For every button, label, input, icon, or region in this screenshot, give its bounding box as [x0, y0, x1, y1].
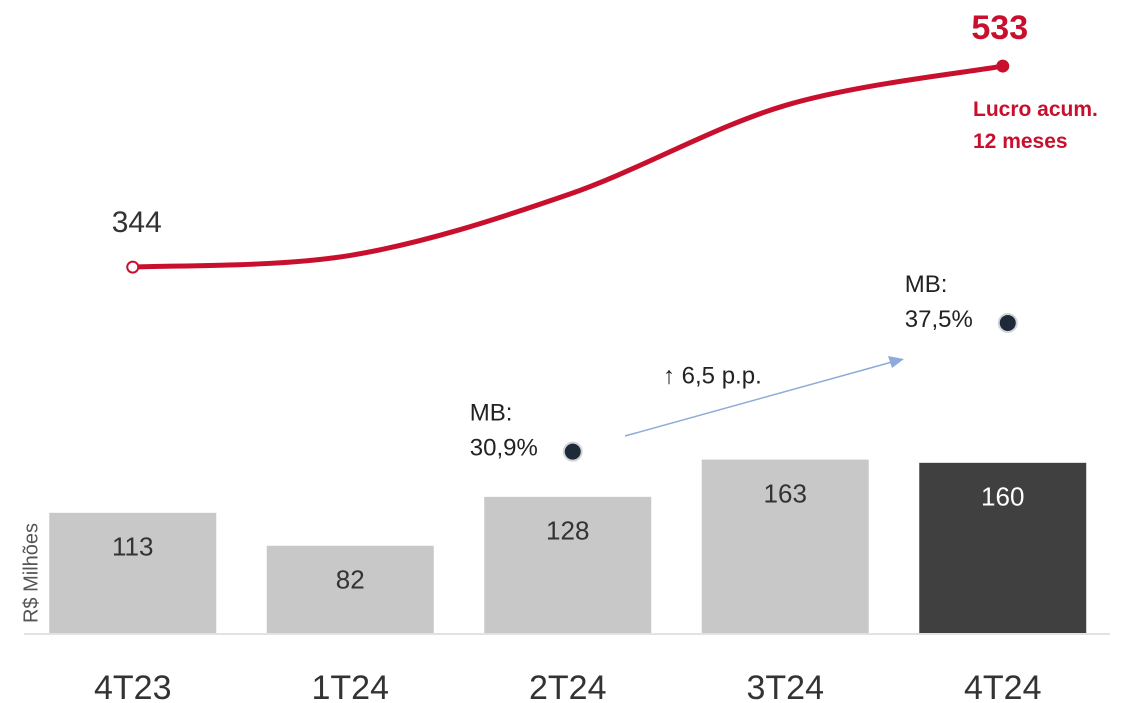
trend-arrow-head [888, 356, 904, 368]
bar [266, 545, 434, 633]
line [130, 63, 1006, 270]
bar-value-label: 163 [764, 479, 807, 509]
margin-dot [997, 312, 1018, 333]
bar-value-label: 128 [546, 516, 589, 546]
line-value-label: 344 [112, 206, 162, 239]
trend-arrow [624, 361, 893, 437]
line-end-marker [996, 59, 1010, 73]
x-tick-label: 3T24 [747, 669, 825, 703]
bar-value-label: 160 [981, 482, 1024, 512]
legend-label: Lucro acum. 12 meses [973, 98, 1098, 153]
line-value-label: 533 [971, 9, 1028, 47]
x-tick-label: 2T24 [529, 669, 607, 703]
bar [484, 496, 652, 633]
margin-dot [562, 441, 583, 462]
bar [919, 462, 1087, 633]
bar [701, 459, 869, 633]
margin-label: MB: 30,9% [470, 400, 538, 462]
bar-value-label: 82 [336, 565, 365, 595]
x-tick-label: 4T24 [964, 669, 1042, 703]
x-tick-label: 1T24 [312, 669, 390, 703]
bar-value-label: 113 [112, 532, 153, 562]
bar [49, 512, 217, 633]
x-tick-label: 4T23 [94, 669, 172, 703]
line-start-marker [126, 260, 140, 274]
y-axis-label: R$ Milhões [20, 523, 42, 623]
annotation: ↑ 6,5 p.p. [663, 362, 762, 389]
margin-label: MB: 37,5% [905, 271, 973, 333]
